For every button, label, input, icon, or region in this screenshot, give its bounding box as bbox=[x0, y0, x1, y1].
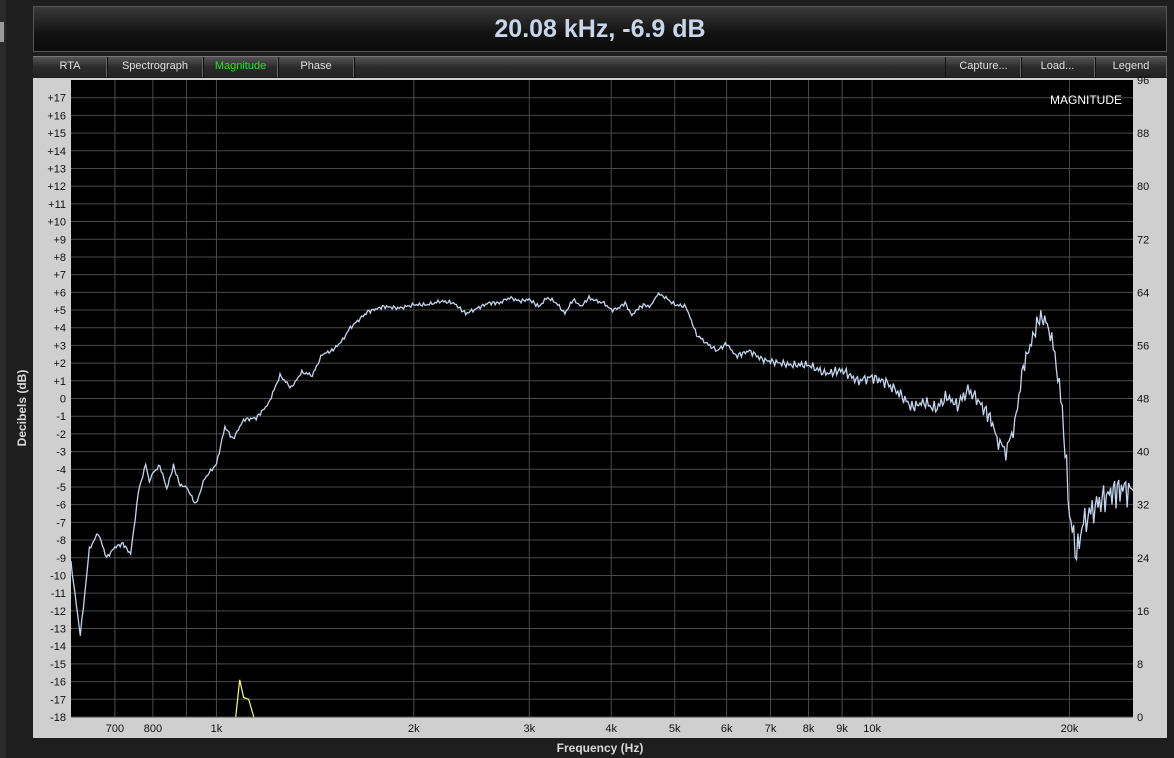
x-tick-label: 3k bbox=[523, 723, 535, 735]
y-tick-label: +2 bbox=[53, 358, 66, 370]
y-tick-label: +12 bbox=[47, 181, 66, 193]
x-axis-label: Frequency (Hz) bbox=[556, 741, 644, 755]
y-tick-label: -4 bbox=[56, 464, 66, 476]
y2-tick-label: 80 bbox=[1137, 181, 1149, 193]
y-tick-label: -2 bbox=[56, 429, 66, 441]
x-tick-label: 4k bbox=[605, 723, 617, 735]
x-tick-label: 700 bbox=[106, 723, 124, 735]
y-tick-label: +9 bbox=[53, 234, 66, 246]
y-tick-label: +15 bbox=[47, 128, 66, 140]
y-tick-label: -5 bbox=[56, 482, 66, 494]
y2-tick-label: 56 bbox=[1137, 340, 1149, 352]
secondary-trace bbox=[235, 679, 255, 718]
x-tick-label: 6k bbox=[721, 723, 733, 735]
y2-tick-label: 72 bbox=[1137, 234, 1149, 246]
x-tick-label: 10k bbox=[863, 723, 881, 735]
y-tick-label: -16 bbox=[50, 677, 66, 689]
x-tick-label: 8k bbox=[803, 723, 815, 735]
y2-tick-label: 24 bbox=[1137, 553, 1149, 565]
y2-tick-label: 0 bbox=[1137, 712, 1143, 724]
y-tick-label: +6 bbox=[53, 287, 66, 299]
y-tick-label: +1 bbox=[53, 376, 66, 388]
y-tick-label: +4 bbox=[53, 323, 66, 335]
y2-tick-label: 88 bbox=[1137, 128, 1149, 140]
x-tick-label: 800 bbox=[144, 723, 162, 735]
y-tick-label: -15 bbox=[50, 659, 66, 671]
y2-tick-label: 96 bbox=[1137, 75, 1149, 87]
x-tick-label: 9k bbox=[836, 723, 848, 735]
y-tick-label: -10 bbox=[50, 570, 66, 582]
y-tick-label: 0 bbox=[60, 394, 66, 406]
tab-spectrograph[interactable]: Spectrograph bbox=[107, 57, 204, 77]
y-tick-label: +7 bbox=[53, 270, 66, 282]
y2-tick-label: 32 bbox=[1137, 500, 1149, 512]
tab-rta[interactable]: RTA bbox=[33, 57, 108, 77]
window-edge-grip bbox=[0, 22, 4, 42]
readout-panel: 20.08 kHz, -6.9 dB bbox=[33, 6, 1167, 52]
y2-tick-label: 64 bbox=[1137, 287, 1149, 299]
y-tick-label: +10 bbox=[47, 217, 66, 229]
x-tick-label: 20k bbox=[1061, 723, 1079, 735]
y-tick-label: -13 bbox=[50, 624, 66, 636]
tab-magnitude[interactable]: Magnitude bbox=[203, 57, 279, 77]
capture-button[interactable]: Capture... bbox=[945, 57, 1022, 77]
y-tick-label: -11 bbox=[51, 588, 66, 600]
y-tick-label: +3 bbox=[53, 340, 66, 352]
y-tick-label: +11 bbox=[48, 199, 66, 211]
y-tick-label: +5 bbox=[53, 305, 66, 317]
y-axis-label: Decibels (dB) bbox=[15, 369, 29, 447]
legend-button[interactable]: Legend bbox=[1095, 57, 1167, 77]
y2-tick-label: 40 bbox=[1137, 447, 1149, 459]
y-tick-label: -3 bbox=[56, 447, 66, 459]
x-tick-label: 5k bbox=[669, 723, 681, 735]
window-edge bbox=[0, 0, 6, 758]
y-tick-label: +17 bbox=[47, 93, 66, 105]
x-tick-label: 1k bbox=[211, 723, 223, 735]
y-tick-label: -9 bbox=[56, 553, 66, 565]
toolbar: RTA Spectrograph Magnitude Phase Capture… bbox=[33, 56, 1167, 77]
tab-phase[interactable]: Phase bbox=[278, 57, 355, 77]
magnitude-trace bbox=[70, 291, 1134, 636]
y-tick-label: -17 bbox=[50, 694, 66, 706]
y-tick-label: +8 bbox=[53, 252, 66, 264]
cursor-readout: 20.08 kHz, -6.9 dB bbox=[494, 15, 706, 43]
y-tick-label: +13 bbox=[47, 163, 66, 175]
y-tick-label: -18 bbox=[50, 712, 66, 724]
y-tick-label: +16 bbox=[47, 110, 66, 122]
y2-tick-label: 48 bbox=[1137, 394, 1149, 406]
y-tick-label: +14 bbox=[47, 146, 66, 158]
y-tick-label: -14 bbox=[50, 641, 66, 653]
y-tick-label: -1 bbox=[56, 411, 66, 423]
y-tick-label: -7 bbox=[56, 517, 66, 529]
load-button[interactable]: Load... bbox=[1020, 57, 1096, 77]
y2-tick-label: 8 bbox=[1137, 659, 1143, 671]
y-tick-label: -12 bbox=[50, 606, 66, 618]
y2-tick-label: 16 bbox=[1137, 606, 1149, 618]
x-tick-label: 2k bbox=[408, 723, 420, 735]
y-tick-label: -8 bbox=[56, 535, 66, 547]
chart-title: MAGNITUDE bbox=[1050, 93, 1122, 107]
x-tick-label: 7k bbox=[765, 723, 777, 735]
y-tick-label: -6 bbox=[56, 500, 66, 512]
